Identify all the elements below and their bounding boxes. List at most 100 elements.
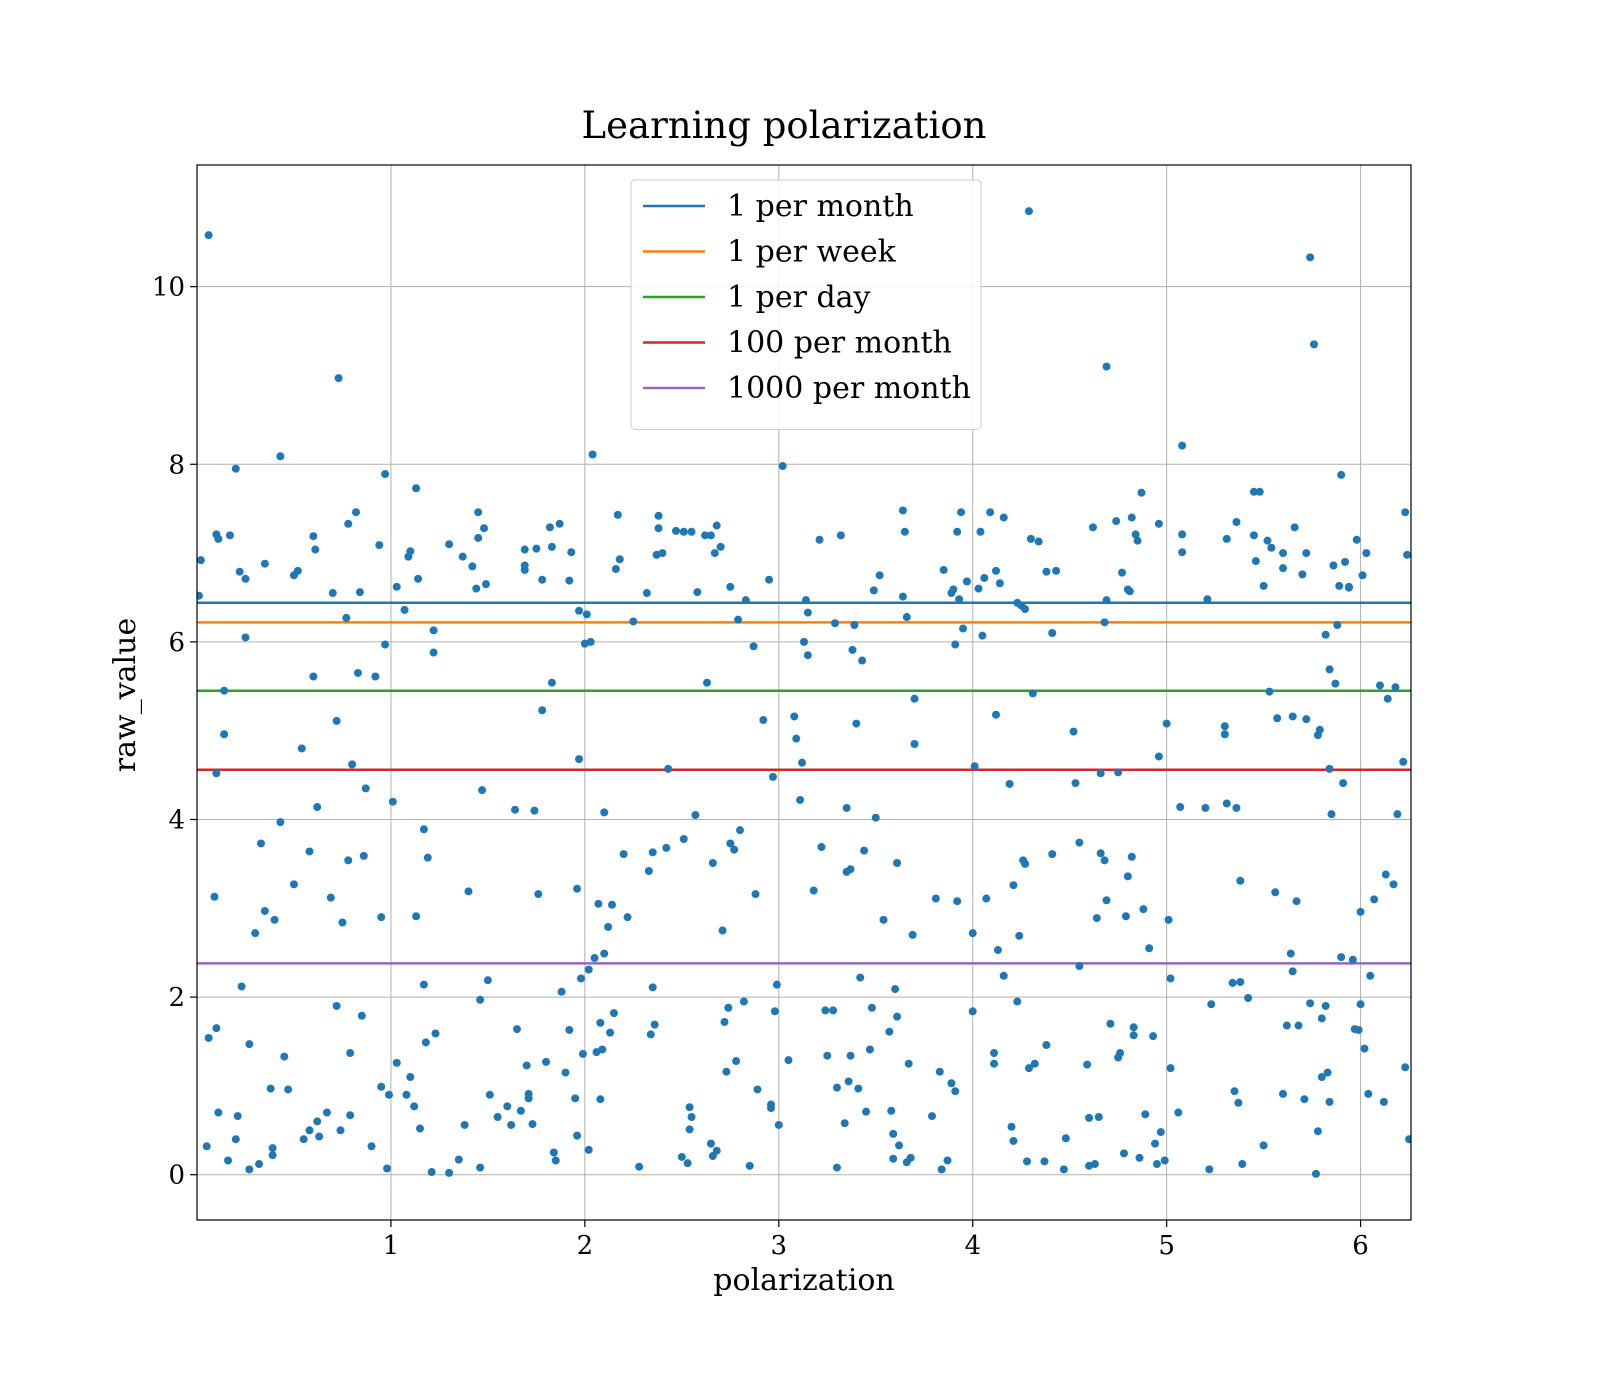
point	[749, 642, 758, 651]
point	[767, 1100, 776, 1109]
point	[1137, 488, 1146, 497]
point	[483, 976, 492, 985]
point	[241, 574, 250, 583]
point	[976, 527, 985, 536]
point	[1135, 1153, 1144, 1162]
point	[322, 1108, 331, 1117]
point	[642, 589, 651, 598]
point	[774, 1120, 783, 1129]
point	[260, 559, 269, 568]
point	[1119, 1149, 1128, 1158]
point	[547, 542, 556, 551]
point	[1329, 561, 1338, 570]
point	[594, 899, 603, 908]
point	[1306, 253, 1315, 262]
point	[305, 1126, 314, 1135]
point	[336, 1126, 345, 1135]
point	[538, 706, 547, 715]
point	[658, 549, 667, 558]
point	[1405, 1135, 1411, 1144]
point	[910, 740, 919, 749]
point	[326, 893, 335, 902]
point	[578, 1049, 587, 1058]
point	[268, 1144, 277, 1153]
point	[1088, 523, 1097, 532]
point	[1176, 803, 1185, 812]
point	[545, 523, 554, 532]
point	[871, 813, 880, 822]
point	[571, 1094, 580, 1103]
point	[427, 1168, 436, 1177]
point	[353, 668, 362, 677]
point	[549, 1148, 558, 1157]
point	[1102, 596, 1111, 605]
point	[1321, 630, 1330, 639]
point	[299, 1135, 308, 1144]
point	[889, 1154, 898, 1163]
point	[821, 1006, 830, 1015]
point	[342, 613, 351, 622]
point	[931, 894, 940, 903]
point	[1166, 974, 1175, 983]
point	[412, 484, 421, 493]
point	[542, 1057, 551, 1066]
point	[472, 584, 481, 593]
point	[662, 843, 671, 852]
point	[898, 506, 907, 515]
point	[906, 1153, 915, 1162]
point	[268, 1151, 277, 1160]
point	[334, 374, 343, 383]
point	[276, 452, 285, 461]
point	[429, 648, 438, 657]
point	[968, 929, 977, 938]
point	[867, 1003, 876, 1012]
point	[753, 1085, 762, 1094]
point	[1160, 1156, 1169, 1165]
point	[309, 532, 318, 541]
x-tick-label: 2	[577, 1231, 594, 1261]
point	[635, 1162, 644, 1171]
point	[344, 856, 353, 865]
point	[1302, 549, 1311, 558]
point	[344, 519, 353, 528]
point	[1298, 570, 1307, 579]
point	[796, 795, 805, 804]
point	[1164, 915, 1173, 924]
point	[410, 1102, 419, 1111]
point	[644, 866, 653, 875]
point	[623, 913, 632, 922]
point	[338, 918, 347, 927]
point	[1141, 1110, 1150, 1119]
point	[1026, 534, 1035, 543]
point	[416, 1124, 425, 1133]
point	[609, 1009, 618, 1018]
point	[212, 769, 221, 778]
point	[1015, 931, 1024, 940]
point	[1013, 997, 1022, 1006]
point	[1102, 896, 1111, 905]
point	[846, 1051, 855, 1060]
point	[974, 584, 983, 593]
point	[1096, 769, 1105, 778]
point	[266, 1084, 275, 1093]
point	[547, 678, 556, 687]
point	[1279, 549, 1288, 558]
point	[712, 1146, 721, 1155]
point	[687, 1112, 696, 1121]
point	[1236, 978, 1245, 987]
point	[584, 965, 593, 974]
point	[429, 626, 438, 635]
point	[939, 565, 948, 574]
point	[1279, 1089, 1288, 1098]
point	[377, 1082, 386, 1091]
point	[1129, 1031, 1138, 1040]
point	[575, 755, 584, 764]
point	[276, 818, 285, 827]
point	[328, 589, 337, 598]
point	[1083, 1060, 1092, 1069]
point	[759, 716, 768, 725]
point	[478, 786, 487, 795]
legend-label: 1 per day	[727, 280, 871, 315]
point	[953, 897, 962, 906]
